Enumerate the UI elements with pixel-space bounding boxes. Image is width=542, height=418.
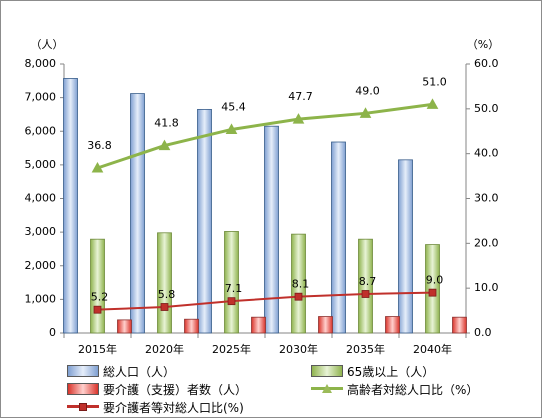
right-tick-label: 60.0 xyxy=(474,57,499,70)
care-ratio-line xyxy=(97,291,433,311)
care-ratio-point xyxy=(227,297,236,306)
x-tick-label: 2035年 xyxy=(346,342,385,356)
legend-item: 65歳以上（人） xyxy=(311,363,537,379)
legend-label: 要介護者等対総人口比(%) xyxy=(103,400,244,415)
bar-total-population xyxy=(130,93,145,334)
care-ratio-data-label: 8.1 xyxy=(292,278,310,291)
right-axis-unit-label: （%） xyxy=(467,38,499,51)
care-ratio-data-label: 7.1 xyxy=(225,282,243,295)
bar-age65-plus xyxy=(224,231,239,334)
legend-swatch xyxy=(311,383,343,395)
left-tick-label: 3,000 xyxy=(25,225,57,238)
bars-layer xyxy=(63,78,467,334)
elderly-ratio-data-label: 41.8 xyxy=(154,117,179,130)
elderly-ratio-point xyxy=(292,113,305,124)
bar-total-population xyxy=(264,125,279,334)
bar-care-needed xyxy=(251,316,266,334)
bar-care-needed xyxy=(318,316,333,334)
bar-care-needed xyxy=(385,316,400,334)
care-ratio-point xyxy=(294,292,303,301)
left-tick-label: 2,000 xyxy=(25,259,57,272)
care-ratio-data-label: 5.2 xyxy=(91,291,109,304)
legend-item: 総人口（人） xyxy=(67,363,311,379)
bar-care-needed xyxy=(452,316,467,334)
bar-age65-plus xyxy=(90,238,105,334)
left-tick-label: 8,000 xyxy=(25,57,57,70)
care-ratio-data-label: 9.0 xyxy=(426,274,444,287)
elderly-ratio-data-label: 51.0 xyxy=(422,75,447,88)
legend-swatch xyxy=(67,401,99,413)
left-tick-label: 5,000 xyxy=(25,158,57,171)
care-ratio-point xyxy=(160,303,169,311)
elderly-ratio-data-label: 45.4 xyxy=(221,100,246,113)
legend-label: 要介護（支援）者数（人） xyxy=(103,382,248,397)
lines-layer xyxy=(91,98,439,314)
bar-age65-plus xyxy=(157,232,172,334)
elderly-ratio-data-label: 47.7 xyxy=(288,90,313,103)
elderly-ratio-point xyxy=(158,139,171,151)
legend-item: 要介護者等対総人口比(%) xyxy=(67,399,311,415)
legend-item: 要介護（支援）者数（人） xyxy=(67,381,311,397)
left-tick-label: 7,000 xyxy=(25,91,57,104)
right-tick-label: 0.0 xyxy=(474,326,492,339)
care-ratio-point xyxy=(93,305,102,314)
x-tick-label: 2025年 xyxy=(212,342,251,356)
legend: 総人口（人） 65歳以上（人） 要介護（支援）者数（人） 高齢者対総人口比（%） 要介護… xyxy=(67,363,537,415)
x-tick-label: 2020年 xyxy=(145,342,184,356)
legend-label: 総人口（人） xyxy=(103,364,176,379)
x-tick-label: 2030年 xyxy=(279,342,318,356)
care-ratio-data-label: 5.8 xyxy=(158,288,176,301)
legend-label: 高齢者対総人口比（%） xyxy=(347,382,479,397)
right-tick-label: 40.0 xyxy=(474,147,499,160)
legend-item: 高齢者対総人口比（%） xyxy=(311,381,537,397)
bar-total-population xyxy=(197,108,212,334)
right-tick-label: 50.0 xyxy=(474,102,499,115)
axes-layer: 0 1,000 2,000 3,000 4,000 5,000 6,000 7,000 8,00… xyxy=(25,38,500,356)
x-tick-label: 2040年 xyxy=(413,342,452,356)
left-tick-label: 4,000 xyxy=(25,192,57,205)
care-ratio-point xyxy=(428,288,437,297)
right-tick-label: 10.0 xyxy=(474,281,499,294)
right-tick-label: 20.0 xyxy=(474,236,499,249)
elderly-ratio-point xyxy=(426,98,439,109)
left-axis-unit-label: （人） xyxy=(31,38,64,51)
bar-total-population xyxy=(331,141,346,334)
care-ratio-data-label: 8.7 xyxy=(359,275,377,288)
bar-age65-plus xyxy=(291,233,306,334)
elderly-ratio-point xyxy=(359,107,372,118)
left-tick-label: 1,000 xyxy=(25,292,57,305)
left-tick-label: 6,000 xyxy=(25,124,57,137)
bar-total-population xyxy=(63,78,78,334)
bar-age65-plus xyxy=(358,238,373,334)
labels-layer: 36.8 41.8 45.4 47.7 49.0 51.0 5.2 5.8 7.1 8.1 8.7 9… xyxy=(87,75,447,303)
elderly-ratio-line xyxy=(97,102,433,170)
legend-swatch xyxy=(311,365,343,377)
legend-swatch xyxy=(67,365,99,377)
legend-swatch xyxy=(67,383,99,395)
bar-total-population xyxy=(398,159,413,334)
elderly-ratio-point xyxy=(91,161,104,173)
elderly-ratio-point xyxy=(225,123,238,134)
bar-care-needed xyxy=(117,319,132,334)
x-tick-label: 2015年 xyxy=(78,342,117,356)
right-tick-label: 30.0 xyxy=(474,192,499,205)
elderly-ratio-data-label: 36.8 xyxy=(87,139,112,152)
left-tick-label: 0 xyxy=(49,326,56,339)
elderly-ratio-data-label: 49.0 xyxy=(355,84,380,97)
care-ratio-point xyxy=(361,290,370,298)
legend-label: 65歳以上（人） xyxy=(347,364,435,379)
bar-care-needed xyxy=(184,318,199,334)
